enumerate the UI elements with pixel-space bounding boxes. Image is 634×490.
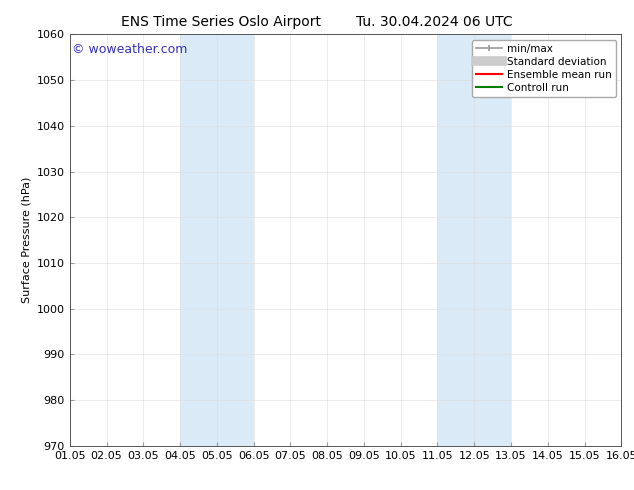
Legend: min/max, Standard deviation, Ensemble mean run, Controll run: min/max, Standard deviation, Ensemble me…	[472, 40, 616, 97]
Bar	[180, 34, 254, 446]
Text: © woweather.com: © woweather.com	[72, 43, 188, 55]
Y-axis label: Surface Pressure (hPa): Surface Pressure (hPa)	[21, 177, 31, 303]
Text: ENS Time Series Oslo Airport        Tu. 30.04.2024 06 UTC: ENS Time Series Oslo Airport Tu. 30.04.2…	[121, 15, 513, 29]
Bar	[437, 34, 511, 446]
